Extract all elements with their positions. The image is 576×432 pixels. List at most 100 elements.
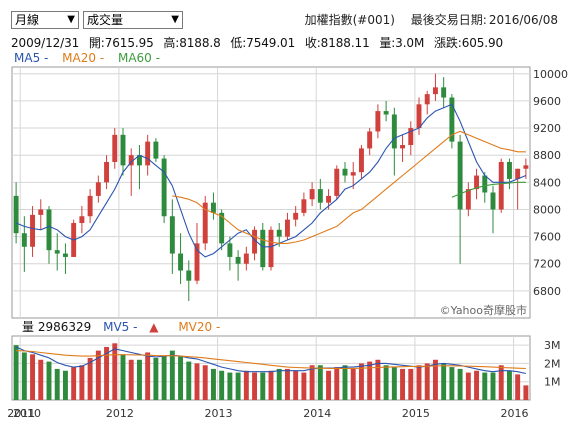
ma20-line [172, 130, 526, 244]
volume-bar [268, 370, 274, 400]
price-tick-label: 7200 [533, 258, 561, 271]
price-tick-label: 10000 [533, 68, 568, 81]
candle-body [169, 216, 175, 254]
dropdown-arrow-icon[interactable]: ▼ [171, 14, 179, 25]
candle-body [457, 141, 463, 210]
candle-body [375, 111, 381, 132]
year-tick-label: 2012 [106, 407, 134, 420]
volume-bar [252, 372, 258, 400]
price-tick-label: 8400 [533, 176, 561, 189]
ohlc-low: 低:7549.01 [230, 36, 296, 50]
price-tick-label: 8000 [533, 203, 561, 216]
volume-bar [38, 359, 44, 400]
candle-body [120, 134, 126, 166]
candle-body [79, 216, 85, 224]
volume-bar [293, 370, 299, 400]
candle-body [161, 158, 167, 217]
candle-body [13, 195, 19, 234]
volume-bar [202, 365, 208, 400]
candle-body [38, 209, 44, 215]
candle-body [30, 214, 36, 247]
candle-body [358, 148, 364, 173]
mv5-line [15, 346, 527, 375]
candle-body [449, 97, 455, 142]
volume-bar [186, 361, 192, 400]
price-tick-label: 6800 [533, 285, 561, 298]
year-tick-label: 2015 [402, 407, 430, 420]
mv20-line [16, 350, 526, 370]
year-tick-label: 2013 [205, 407, 233, 420]
candle-body [219, 212, 225, 244]
candle-body [334, 168, 340, 196]
price-tick-label: 9600 [533, 95, 561, 108]
volume-tick-label: 1M [544, 376, 561, 389]
volume-legend-value: 量 2986329 [22, 320, 92, 334]
volume-bar [194, 363, 200, 400]
volume-bar [136, 359, 142, 400]
volume-bar [54, 368, 60, 400]
volume-bar [350, 368, 356, 400]
volume-bar [334, 367, 340, 400]
volume-tick-label: 2M [544, 357, 561, 370]
volume-bar [523, 385, 529, 400]
volume-bar [30, 354, 36, 400]
candle-body [383, 111, 389, 115]
volume-bar [95, 350, 101, 400]
candle-body [46, 209, 52, 251]
volume-bar [309, 365, 315, 400]
year-tick-label: 2010 [13, 407, 41, 420]
candle-body [227, 243, 233, 257]
ma-legend: MA5 - MA20 - MA60 - [14, 51, 170, 65]
ohlc-date: 2009/12/31 [11, 36, 80, 50]
volume-bar [301, 372, 307, 400]
candle-body [194, 243, 200, 281]
candle-body [482, 175, 488, 193]
candle-body [309, 189, 315, 200]
ma60-line [451, 181, 526, 198]
volume-bar [161, 356, 167, 400]
candle-body [416, 104, 422, 129]
period-select[interactable]: 月線 ▼ [11, 11, 79, 29]
volume-bar [46, 361, 52, 400]
candle-body [293, 212, 299, 220]
candle-body [408, 128, 414, 146]
volume-legend: 量 2986329 MV5 - ▲ MV20 - [22, 318, 228, 335]
last-trade-label: 最後交易日期: [410, 13, 487, 27]
candle-body [367, 131, 373, 149]
volume-bar [79, 365, 85, 400]
volume-bar [424, 363, 430, 400]
candle-body [128, 155, 134, 166]
candle-body [301, 199, 307, 213]
volume-bar [391, 367, 397, 400]
candle-body [342, 168, 348, 176]
price-plot-frame [11, 66, 531, 319]
dropdown-arrow-icon[interactable]: ▼ [67, 14, 75, 25]
candle-body [252, 229, 258, 254]
candle-body [465, 189, 471, 210]
volume-bar [219, 370, 225, 400]
volume-bar [62, 370, 68, 400]
candle-body [260, 229, 266, 268]
candle-body [317, 189, 323, 203]
year-tick-label: 2014 [303, 407, 331, 420]
volume-bar [227, 372, 233, 400]
volume-bar [457, 368, 463, 400]
yahoo-watermark: ©Yahoo奇摩股市 [440, 303, 527, 317]
volume-bar [498, 365, 504, 400]
ohlc-close: 收:8188.11 [304, 36, 370, 50]
ohlc-readout: 2009/12/31 開:7615.95 高:8188.8 低:7549.01 … [11, 34, 509, 51]
candle-body [178, 253, 184, 271]
volume-tick-label: 3M [544, 339, 561, 352]
volume-bar [465, 372, 471, 400]
candle-body [210, 202, 216, 213]
indicator-select[interactable]: 成交量 ▼ [83, 11, 183, 29]
candle-body [62, 253, 68, 257]
mv5-legend-label: MV5 - [103, 320, 138, 334]
candle-body [235, 256, 241, 264]
candle-body [326, 195, 332, 203]
ma60-legend: MA60 - [117, 51, 160, 65]
volume-bar [416, 365, 422, 400]
volume-bar [326, 370, 332, 400]
candle-body [498, 161, 504, 210]
